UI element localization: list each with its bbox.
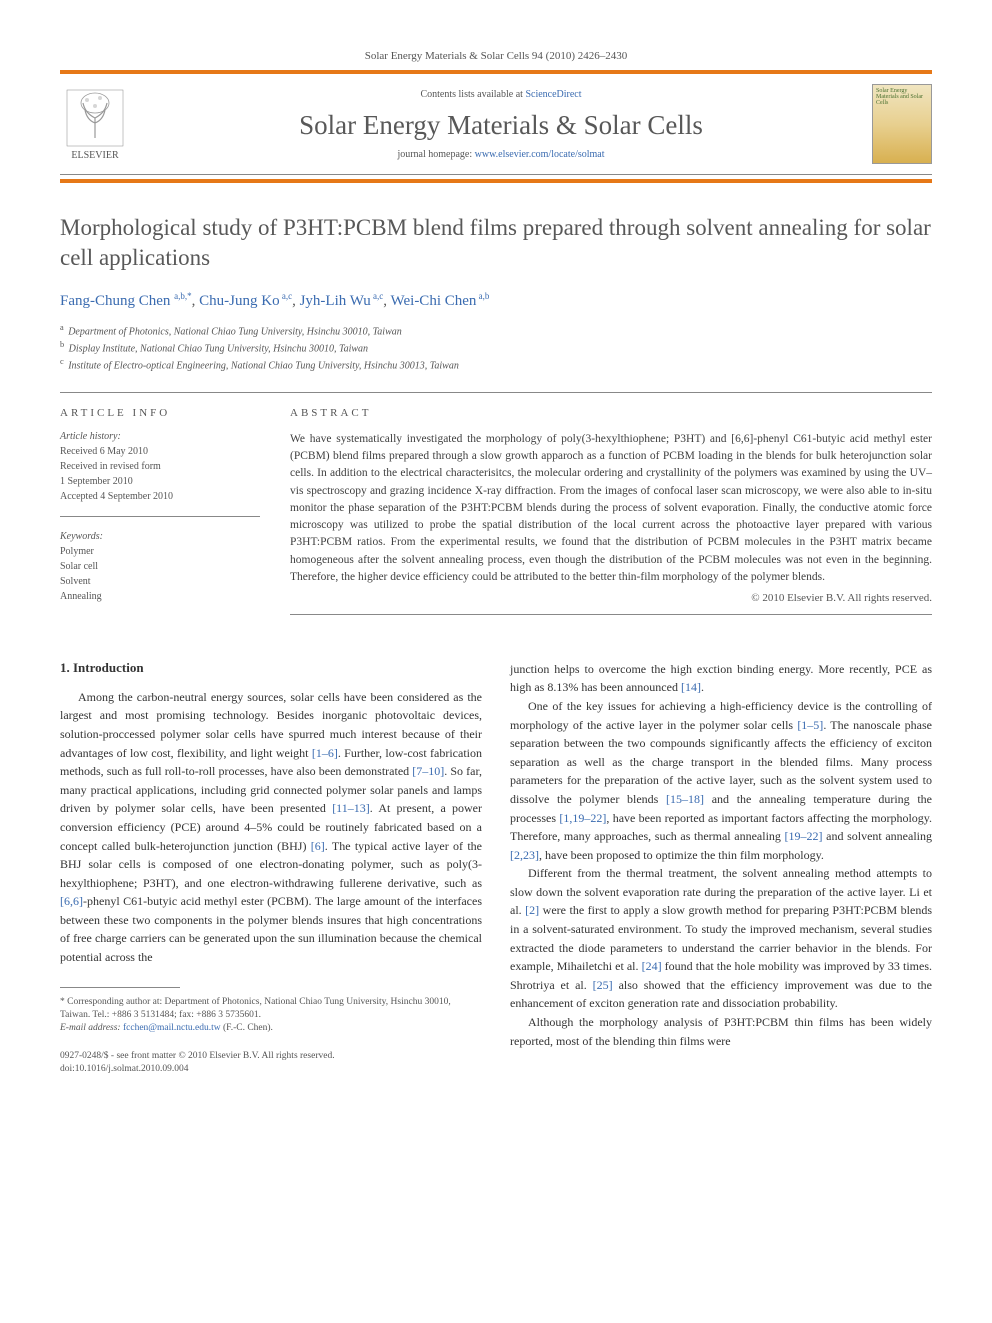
keyword-1: Polymer: [60, 544, 260, 559]
journal-reference: Solar Energy Materials & Solar Cells 94 …: [60, 50, 932, 62]
keyword-2: Solar cell: [60, 559, 260, 574]
body-column-right: junction helps to overcome the high exct…: [510, 660, 932, 1076]
reference-link[interactable]: [11–13]: [332, 801, 370, 815]
body-col2-p3: Different from the thermal treatment, th…: [510, 864, 932, 1013]
reference-link[interactable]: [24]: [642, 959, 662, 973]
corr-email-line: E-mail address: fcchen@mail.nctu.edu.tw …: [60, 1022, 482, 1035]
accent-divider: [60, 179, 932, 183]
author-link[interactable]: Fang-Chung Chen a,b,*: [60, 293, 192, 309]
sciencedirect-link[interactable]: ScienceDirect: [525, 89, 581, 100]
email-label: E-mail address:: [60, 1023, 123, 1033]
affiliations: a Department of Photonics, National Chia…: [60, 322, 932, 374]
publisher-name: ELSEVIER: [71, 150, 118, 161]
affiliation-c: c Institute of Electro-optical Engineeri…: [60, 356, 932, 373]
body-col2-p2: One of the key issues for achieving a hi…: [510, 697, 932, 864]
keyword-4: Annealing: [60, 589, 260, 604]
affiliation-b: b Display Institute, National Chiao Tung…: [60, 339, 932, 356]
keyword-3: Solvent: [60, 574, 260, 589]
affiliation-a: a Department of Photonics, National Chia…: [60, 322, 932, 339]
body-col2-p4: Although the morphology analysis of P3HT…: [510, 1013, 932, 1050]
email-suffix: (F.-C. Chen).: [221, 1023, 273, 1033]
masthead: ELSEVIER Contents lists available at Sci…: [60, 70, 932, 175]
body-col2-p1: junction helps to overcome the high exct…: [510, 660, 932, 697]
contents-prefix: Contents lists available at: [420, 89, 525, 100]
section-1-heading: 1. Introduction: [60, 660, 482, 676]
footnote-separator: [60, 987, 180, 988]
abstract-copyright: © 2010 Elsevier B.V. All rights reserved…: [290, 592, 932, 604]
author-link[interactable]: Jyh-Lih Wu a,c: [300, 293, 384, 309]
corr-email-link[interactable]: fcchen@mail.nctu.edu.tw: [123, 1023, 221, 1033]
author-link[interactable]: Wei-Chi Chen a,b: [391, 293, 490, 309]
reference-link[interactable]: [1–5]: [797, 718, 823, 732]
history-accepted: Accepted 4 September 2010: [60, 489, 260, 504]
article-title: Morphological study of P3HT:PCBM blend f…: [60, 213, 932, 273]
issn-line: 0927-0248/$ - see front matter © 2010 El…: [60, 1050, 482, 1063]
abstract-heading: ABSTRACT: [290, 407, 932, 419]
homepage-prefix: journal homepage:: [397, 149, 474, 160]
article-info-sidebar: ARTICLE INFO Article history: Received 6…: [60, 392, 260, 630]
issn-doi-block: 0927-0248/$ - see front matter © 2010 El…: [60, 1050, 482, 1077]
contents-available: Contents lists available at ScienceDirec…: [130, 89, 872, 100]
author-link[interactable]: Chu-Jung Ko a,c: [199, 293, 292, 309]
history-label: Article history:: [60, 431, 260, 442]
doi-line: doi:10.1016/j.solmat.2010.09.004: [60, 1063, 482, 1076]
reference-link[interactable]: [1–6]: [312, 746, 338, 760]
reference-link[interactable]: [7–10]: [412, 764, 444, 778]
reference-link[interactable]: [14]: [681, 680, 701, 694]
journal-homepage: journal homepage: www.elsevier.com/locat…: [130, 149, 872, 160]
intro-paragraph-1: Among the carbon-neutral energy sources,…: [60, 688, 482, 967]
homepage-link[interactable]: www.elsevier.com/locate/solmat: [475, 149, 605, 160]
body-content: 1. Introduction Among the carbon-neutral…: [60, 660, 932, 1076]
reference-link[interactable]: [2]: [525, 903, 539, 917]
abstract-text: We have systematically investigated the …: [290, 431, 932, 586]
publisher-logo: ELSEVIER: [60, 84, 130, 164]
reference-link[interactable]: [15–18]: [666, 792, 704, 806]
reference-link[interactable]: [25]: [593, 978, 613, 992]
corr-author-text: * Corresponding author at: Department of…: [60, 996, 482, 1023]
journal-title: Solar Energy Materials & Solar Cells: [130, 110, 872, 141]
reference-link[interactable]: [1,19–22]: [559, 811, 606, 825]
reference-link[interactable]: [19–22]: [785, 829, 823, 843]
elsevier-tree-icon: [65, 88, 125, 148]
reference-link[interactable]: [6]: [311, 839, 325, 853]
history-revised-2: 1 September 2010: [60, 474, 260, 489]
reference-link[interactable]: [2,23]: [510, 848, 539, 862]
authors-list: Fang-Chung Chen a,b,*, Chu-Jung Ko a,c, …: [60, 291, 932, 310]
corresponding-author-footnote: * Corresponding author at: Department of…: [60, 996, 482, 1036]
history-received: Received 6 May 2010: [60, 444, 260, 459]
history-revised-1: Received in revised form: [60, 459, 260, 474]
abstract-section: ABSTRACT We have systematically investig…: [290, 392, 932, 630]
keywords-label: Keywords:: [60, 531, 260, 542]
journal-cover-thumbnail: Solar Energy Materials and Solar Cells: [872, 84, 932, 164]
reference-link[interactable]: [6,6]: [60, 894, 83, 908]
cover-text: Solar Energy Materials and Solar Cells: [876, 88, 928, 106]
article-info-heading: ARTICLE INFO: [60, 407, 260, 419]
body-column-left: 1. Introduction Among the carbon-neutral…: [60, 660, 482, 1076]
